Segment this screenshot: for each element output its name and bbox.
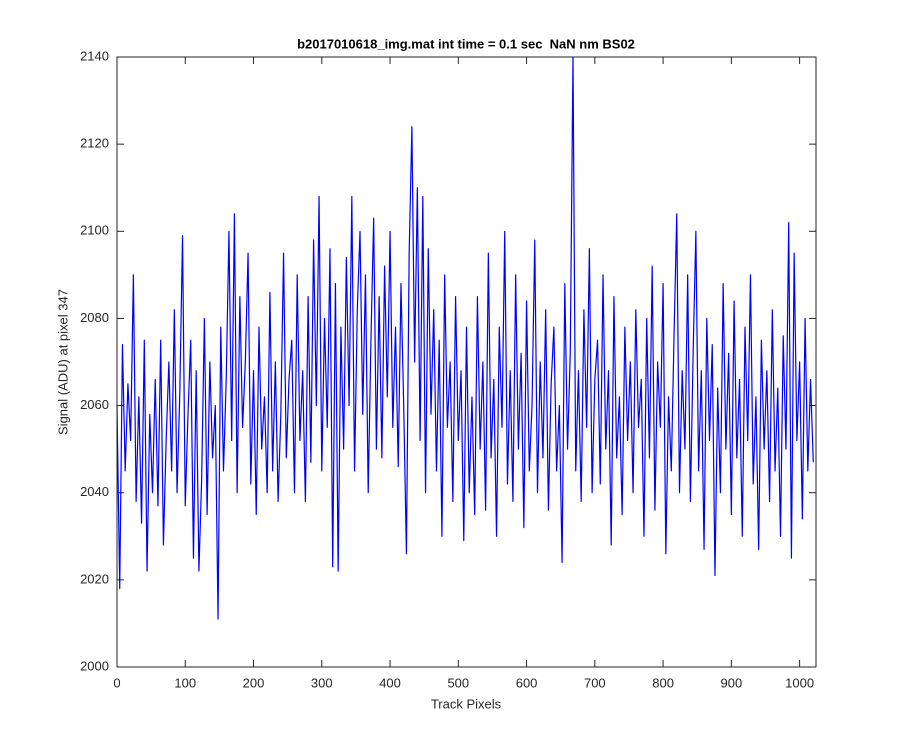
x-axis-label: Track Pixels (431, 696, 502, 711)
y-tick-label: 2000 (80, 658, 109, 673)
y-tick-label: 2100 (80, 223, 109, 238)
y-tick-label: 2020 (80, 571, 109, 586)
x-tick-label: 1000 (785, 675, 814, 690)
x-tick-label: 300 (311, 675, 333, 690)
x-tick-label: 500 (447, 675, 469, 690)
y-tick-label: 2060 (80, 397, 109, 412)
plot-area: 0 100 200 300 400 500 600 700 800 900 1000 2000 2020… (80, 48, 816, 690)
x-tick-label: 400 (379, 675, 401, 690)
x-tick-label: 900 (721, 675, 743, 690)
x-tick-label: 600 (516, 675, 538, 690)
y-axis-label: Signal (ADU) at pixel 347 (55, 289, 70, 435)
x-tick-label: 700 (584, 675, 606, 690)
x-tick-label: 0 (113, 675, 120, 690)
y-tick-label: 2140 (80, 48, 109, 63)
y-tick-label: 2120 (80, 136, 109, 151)
x-tick-label: 200 (243, 675, 265, 690)
axes-box (116, 56, 817, 668)
y-tick-label: 2080 (80, 310, 109, 325)
chart-title: b2017010618_img.mat int time = 0.1 sec N… (297, 36, 635, 51)
y-tick-label: 2040 (80, 484, 109, 499)
x-tick-label: 100 (174, 675, 196, 690)
data-line (116, 56, 814, 620)
x-tick-label: 800 (652, 675, 674, 690)
